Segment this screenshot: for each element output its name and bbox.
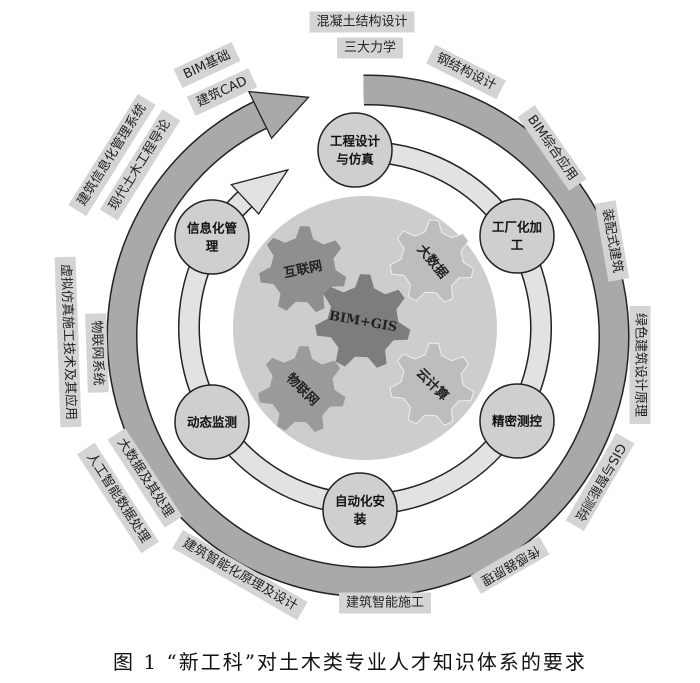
stage-node-information-management: 信息化管理 [174, 199, 250, 275]
gear-icon [389, 219, 475, 303]
svg-text:建筑智能施工: 建筑智能施工 [346, 595, 424, 611]
gear-icon [259, 226, 347, 313]
svg-text:混凝土结构设计: 混凝土结构设计 [316, 14, 407, 30]
stage-node-precision-control: 精密测控 [479, 383, 555, 459]
stage-label: 动态监测 [187, 415, 237, 430]
stage-label: 工 [511, 238, 524, 253]
course-label: 虚拟仿真施工技术及其应用 [54, 256, 82, 428]
stage-label: 与仿真 [336, 152, 374, 167]
svg-text:绿色建筑设计原理: 绿色建筑设计原理 [633, 313, 649, 417]
svg-text:物联网系统: 物联网系统 [88, 320, 105, 385]
stage-node-dynamic-monitoring: 动态监测 [174, 384, 250, 460]
inner-arrow-head-icon [230, 168, 290, 215]
svg-text:虚拟仿真施工技术及其应用: 虚拟仿真施工技术及其应用 [58, 264, 79, 420]
outer-arrow-head-icon [247, 90, 310, 140]
gear-big-data: 大数据 [389, 219, 475, 303]
stage-label: 信息化管 [187, 221, 237, 236]
stage-label: 自动化安 [335, 494, 385, 509]
stage-label: 工厂化加 [492, 220, 542, 235]
course-label: 绿色建筑设计原理 [629, 305, 651, 425]
figure-caption: 图 1 “新工科”对土木类专业人才知识体系的要求 [113, 650, 587, 674]
stage-label: 理 [206, 239, 219, 254]
outer-ring-arrow [106, 74, 630, 598]
course-label: 三大力学 [336, 37, 404, 59]
gear-icon [315, 274, 411, 368]
gear-bim-gis: BIM+GIS [315, 274, 411, 368]
gear-icon [389, 342, 475, 426]
stage-label: 装 [353, 512, 367, 527]
course-label: 物联网系统 [85, 313, 109, 393]
gear-icon [258, 346, 346, 433]
svg-text:三大力学: 三大力学 [344, 40, 396, 56]
stage-label: 精密测控 [492, 414, 543, 429]
gear-cloud-computing: 云计算 [389, 342, 475, 426]
gear-iot: 物联网 [258, 346, 346, 433]
stage-label: 工程设计 [330, 134, 381, 149]
gear-internet: 互联网 [259, 226, 347, 313]
inner-ring-arrow [178, 141, 552, 515]
course-label: 混凝土结构设计 [309, 11, 415, 33]
course-label: 建筑智能施工 [338, 592, 432, 614]
